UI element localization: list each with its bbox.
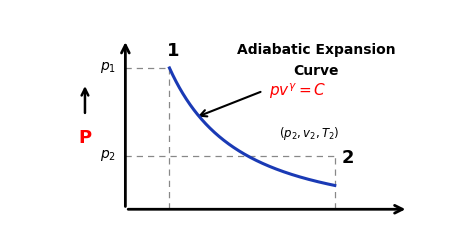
Text: $p_2$: $p_2$ <box>100 148 116 163</box>
Text: $\mathit{pv}^{\mathit{\gamma}} = \mathit{C}$: $\mathit{pv}^{\mathit{\gamma}} = \mathit… <box>269 81 326 101</box>
Text: 2: 2 <box>342 149 355 167</box>
Text: Curve: Curve <box>294 64 339 78</box>
Text: P: P <box>78 129 91 147</box>
Text: $p_1$: $p_1$ <box>100 61 116 75</box>
Text: Adiabatic Expansion: Adiabatic Expansion <box>237 43 396 57</box>
Text: 1: 1 <box>167 42 179 60</box>
Text: $(p_2, v_2, T_2)$: $(p_2, v_2, T_2)$ <box>279 125 339 142</box>
